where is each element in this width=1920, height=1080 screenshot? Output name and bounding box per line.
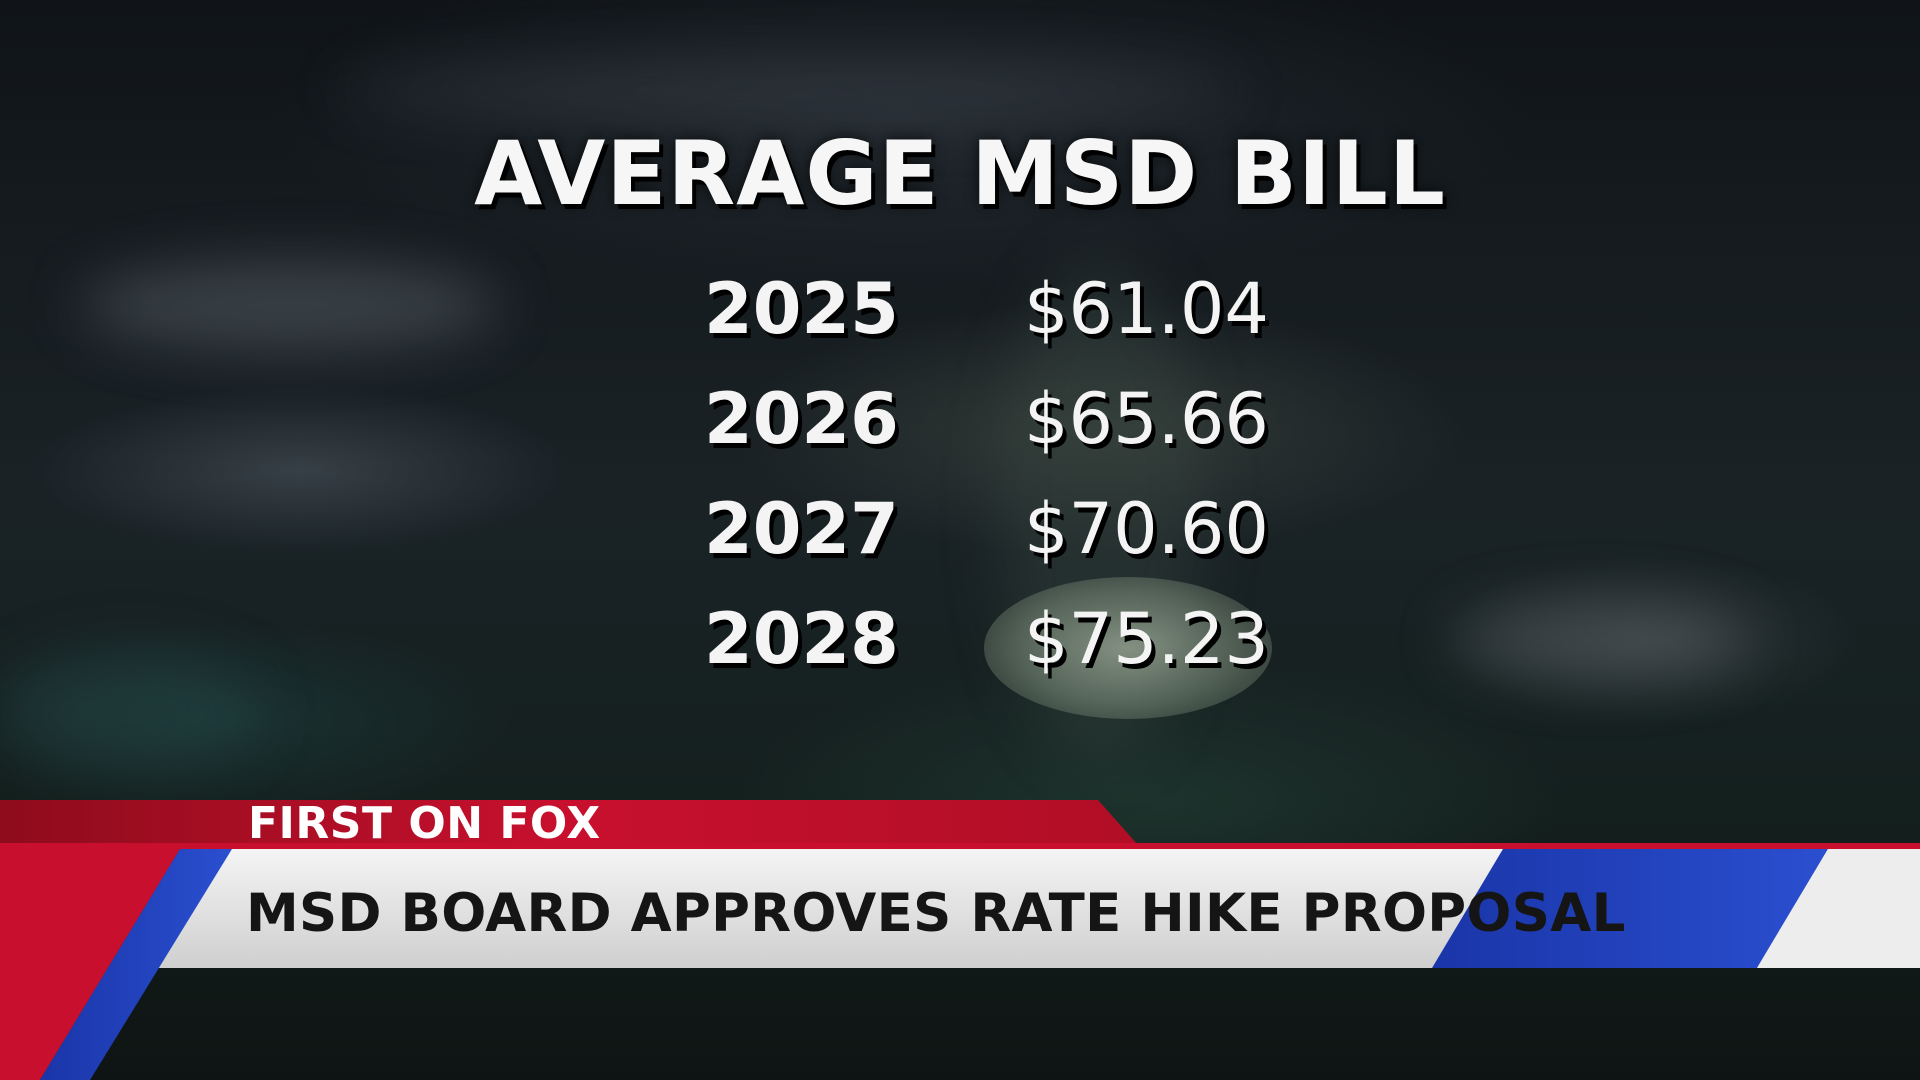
year-label: 2028 (704, 598, 899, 680)
bill-row: 2026 $65.66 (0, 378, 1920, 478)
right-white-stripe (1757, 849, 1920, 968)
bill-row: 2028 $75.23 (0, 598, 1920, 698)
right-blue-stripe (1432, 849, 1828, 968)
bill-row: 2025 $61.04 (0, 268, 1920, 368)
amount-value: $70.60 (1024, 488, 1269, 570)
first-on-fox-label: FIRST ON FOX (248, 798, 601, 849)
amount-value: $61.04 (1024, 268, 1269, 350)
graphic-title: AVERAGE MSD BILL (474, 122, 1446, 225)
headline-text: MSD BOARD APPROVES RATE HIKE PROPOSAL (246, 883, 1626, 944)
year-label: 2025 (704, 268, 899, 350)
left-red-wedge (0, 849, 180, 1080)
amount-value: $65.66 (1024, 378, 1269, 460)
year-label: 2027 (704, 488, 899, 570)
amount-value: $75.23 (1024, 598, 1269, 680)
lower-third-graphic (0, 800, 1920, 1080)
label-bar (0, 800, 1138, 845)
bill-row: 2027 $70.60 (0, 488, 1920, 588)
highlight-circle (984, 577, 1272, 719)
red-separator-line (0, 843, 1920, 849)
left-blue-stripe (40, 849, 232, 1080)
year-label: 2026 (704, 378, 899, 460)
